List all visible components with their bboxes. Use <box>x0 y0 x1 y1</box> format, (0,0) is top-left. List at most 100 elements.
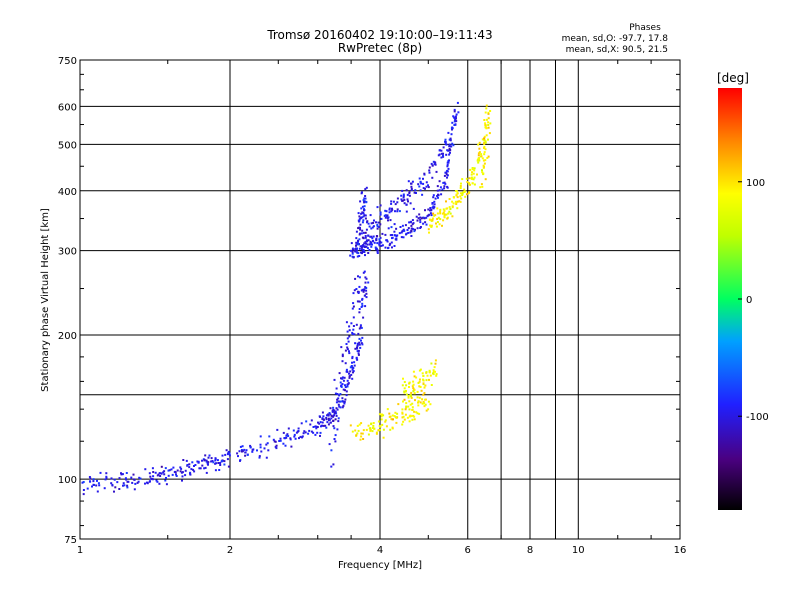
data-point <box>395 235 398 237</box>
data-point <box>241 445 244 448</box>
data-point <box>363 294 366 297</box>
data-point <box>256 449 258 452</box>
data-point <box>455 113 458 116</box>
data-point <box>393 234 396 237</box>
data-point <box>211 460 214 462</box>
data-point <box>422 182 425 185</box>
data-point <box>290 445 293 448</box>
data-point <box>350 373 353 376</box>
data-point <box>453 196 455 199</box>
data-point <box>372 225 375 228</box>
data-point <box>360 435 363 438</box>
data-point <box>433 200 436 203</box>
data-point <box>344 362 347 365</box>
data-point <box>175 473 177 476</box>
data-point <box>483 162 486 165</box>
data-point <box>356 343 359 346</box>
data-point <box>387 219 389 222</box>
data-point <box>354 277 357 280</box>
data-point <box>329 407 332 410</box>
data-point <box>175 475 178 477</box>
data-point <box>390 202 393 205</box>
data-point <box>455 120 458 123</box>
data-point <box>418 177 421 180</box>
data-point <box>482 166 485 169</box>
data-point <box>293 433 296 436</box>
data-point <box>402 415 405 418</box>
data-point <box>427 208 430 211</box>
data-point <box>371 243 373 246</box>
data-point <box>379 211 382 214</box>
data-point <box>410 189 413 192</box>
data-point <box>164 467 167 470</box>
data-point <box>428 218 431 221</box>
data-point <box>376 224 379 226</box>
data-point <box>358 343 361 346</box>
data-point <box>335 407 338 410</box>
data-point <box>424 221 427 224</box>
data-point <box>449 151 451 154</box>
data-point <box>191 461 194 464</box>
data-point <box>341 383 344 386</box>
data-point <box>114 486 117 489</box>
data-point <box>324 424 327 427</box>
data-point <box>405 210 408 213</box>
data-point <box>432 369 435 372</box>
data-point <box>363 214 366 217</box>
data-point <box>356 347 359 350</box>
data-point <box>188 466 191 469</box>
data-point <box>430 214 433 217</box>
data-point <box>453 117 456 120</box>
data-point <box>393 415 396 417</box>
data-point <box>437 216 440 219</box>
data-point <box>362 429 365 432</box>
data-point <box>160 465 163 468</box>
data-point <box>431 206 434 209</box>
data-point <box>92 480 95 483</box>
data-point <box>364 235 367 237</box>
data-point <box>172 466 175 469</box>
data-point <box>435 225 438 228</box>
data-point <box>393 230 396 233</box>
data-point <box>154 471 157 474</box>
data-point <box>391 234 393 236</box>
data-point <box>379 204 382 207</box>
data-point <box>485 107 488 110</box>
data-point <box>410 396 413 399</box>
data-point <box>375 432 378 435</box>
data-point <box>473 169 476 172</box>
data-point <box>351 377 354 380</box>
data-point <box>424 398 427 401</box>
data-point <box>199 467 202 470</box>
data-point <box>378 413 381 416</box>
data-point <box>378 244 381 247</box>
data-point <box>151 478 153 481</box>
data-point <box>378 243 381 246</box>
data-point <box>357 349 360 352</box>
data-point <box>359 227 361 229</box>
data-point <box>413 191 416 194</box>
data-point <box>362 249 365 252</box>
data-point <box>369 427 372 430</box>
data-point <box>483 145 486 148</box>
data-point <box>343 400 346 403</box>
data-point <box>369 242 372 245</box>
data-point <box>92 478 95 481</box>
data-point <box>351 355 354 358</box>
data-point <box>448 153 451 156</box>
data-point <box>358 285 361 288</box>
data-point <box>356 345 359 348</box>
data-point <box>478 141 481 144</box>
data-point <box>431 217 434 220</box>
data-point <box>402 193 405 196</box>
data-point <box>310 430 313 433</box>
data-point <box>208 454 211 457</box>
data-point <box>384 246 387 249</box>
data-point <box>376 252 379 254</box>
data-point <box>322 418 325 421</box>
data-point <box>477 157 480 160</box>
data-point <box>388 211 391 214</box>
data-point <box>82 489 85 491</box>
data-point <box>451 128 453 131</box>
data-point <box>259 446 262 449</box>
